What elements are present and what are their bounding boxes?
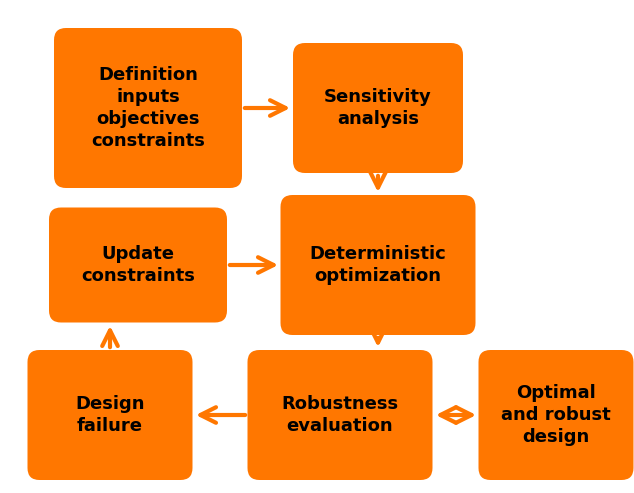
FancyBboxPatch shape [54, 28, 242, 188]
Text: Robustness
evaluation: Robustness evaluation [281, 395, 399, 435]
Text: Design
failure: Design failure [75, 395, 145, 435]
FancyBboxPatch shape [479, 350, 633, 480]
Text: Sensitivity
analysis: Sensitivity analysis [324, 88, 432, 128]
Text: Definition
inputs
objectives
constraints: Definition inputs objectives constraints [91, 66, 205, 150]
FancyBboxPatch shape [280, 195, 476, 335]
FancyBboxPatch shape [27, 350, 193, 480]
FancyBboxPatch shape [49, 208, 227, 322]
Text: Deterministic
optimization: Deterministic optimization [309, 245, 446, 285]
FancyBboxPatch shape [247, 350, 432, 480]
FancyBboxPatch shape [293, 43, 463, 173]
Text: Optimal
and robust
design: Optimal and robust design [501, 384, 611, 446]
Text: Update
constraints: Update constraints [81, 245, 195, 285]
